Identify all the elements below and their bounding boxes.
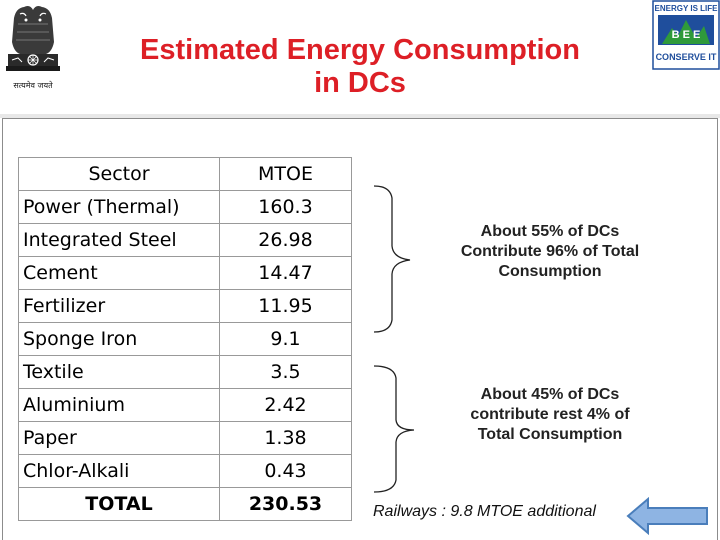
table-row: Textile 3.5: [18, 355, 352, 389]
railways-note: Railways : 9.8 MTOE additional: [373, 503, 596, 520]
note-line: About 55% of DCs: [480, 223, 620, 240]
brace-top-group: [373, 185, 411, 333]
header-sector: Sector: [18, 157, 220, 191]
sector-cell: Integrated Steel: [18, 223, 220, 257]
mtoe-cell: 2.42: [219, 388, 352, 422]
bee-logo-icon: ENERGY IS LIFE B E E CONSERVE IT: [652, 0, 720, 70]
note-bottom-group: About 45% of DCs contribute rest 4% of T…: [430, 385, 670, 445]
note-top-group: About 55% of DCs Contribute 96% of Total…: [430, 222, 670, 282]
mtoe-cell: 3.5: [219, 355, 352, 389]
sector-cell: Paper: [18, 421, 220, 455]
header-mtoe: MTOE: [219, 157, 352, 191]
table-row: Paper 1.38: [18, 421, 352, 455]
total-value: 230.53: [219, 487, 352, 521]
mtoe-cell: 26.98: [219, 223, 352, 257]
emblem-caption: सत्यमेव जयते: [13, 80, 53, 90]
bee-logo-top-text: ENERGY IS LIFE: [655, 4, 719, 13]
table-row: Cement 14.47: [18, 256, 352, 290]
left-arrow-icon[interactable]: [626, 497, 710, 535]
title-line-1: Estimated Energy Consumption: [140, 34, 580, 66]
table-row: Chlor-Alkali 0.43: [18, 454, 352, 488]
note-line: About 45% of DCs: [480, 386, 620, 403]
total-label: TOTAL: [18, 487, 220, 521]
title-line-2: in DCs: [314, 67, 406, 99]
note-line: Contribute 96% of Total: [460, 243, 640, 260]
bee-logo-bottom-text: CONSERVE IT: [656, 52, 717, 62]
mtoe-cell: 160.3: [219, 190, 352, 224]
mtoe-cell: 9.1: [219, 322, 352, 356]
table-row: Fertilizer 11.95: [18, 289, 352, 323]
note-line: Total Consumption: [477, 426, 623, 443]
table-header-row: Sector MTOE: [18, 157, 352, 191]
table-row: Power (Thermal) 160.3: [18, 190, 352, 224]
sector-cell: Textile: [18, 355, 220, 389]
sector-cell: Fertilizer: [18, 289, 220, 323]
content-frame: [2, 118, 718, 540]
mtoe-cell: 14.47: [219, 256, 352, 290]
bee-logo-mid-text: B E E: [672, 29, 701, 41]
brace-bottom-group: [373, 365, 415, 493]
sector-cell: Sponge Iron: [18, 322, 220, 356]
sector-cell: Chlor-Alkali: [18, 454, 220, 488]
note-line: contribute rest 4% of: [470, 406, 630, 423]
note-line: Consumption: [498, 263, 602, 280]
mtoe-cell: 0.43: [219, 454, 352, 488]
slide-title: Estimated Energy Consumption in DCs: [90, 34, 630, 100]
sector-cell: Power (Thermal): [18, 190, 220, 224]
table-total-row: TOTAL 230.53: [18, 487, 352, 521]
mtoe-cell: 1.38: [219, 421, 352, 455]
national-emblem-icon: सत्यमेव जयते: [6, 6, 60, 90]
sector-cell: Aluminium: [18, 388, 220, 422]
sector-consumption-table: Sector MTOE Power (Thermal) 160.3 Integr…: [18, 157, 352, 521]
table-row: Sponge Iron 9.1: [18, 322, 352, 356]
table-row: Aluminium 2.42: [18, 388, 352, 422]
header-divider: [0, 114, 720, 118]
table-row: Integrated Steel 26.98: [18, 223, 352, 257]
grouping-braces: [373, 185, 415, 493]
sector-cell: Cement: [18, 256, 220, 290]
mtoe-cell: 11.95: [219, 289, 352, 323]
